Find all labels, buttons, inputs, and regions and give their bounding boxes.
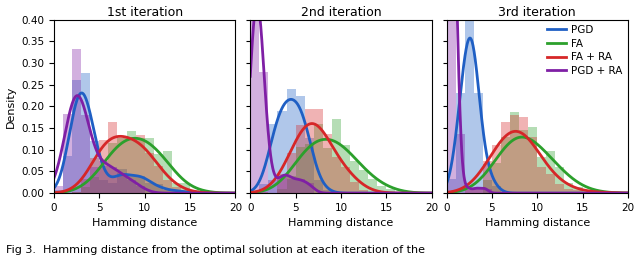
X-axis label: Hamming distance: Hamming distance (288, 218, 394, 229)
Polygon shape (54, 73, 236, 193)
Polygon shape (250, 89, 431, 193)
Title: 2nd iteration: 2nd iteration (301, 5, 381, 18)
Polygon shape (54, 131, 236, 193)
X-axis label: Hamming distance: Hamming distance (484, 218, 590, 229)
Legend: PGD, FA, FA + RA, PGD + RA: PGD, FA, FA + RA, PGD + RA (547, 25, 623, 76)
Polygon shape (54, 49, 236, 193)
X-axis label: Hamming distance: Hamming distance (92, 218, 197, 229)
Title: 3rd iteration: 3rd iteration (499, 5, 576, 18)
Polygon shape (250, 119, 431, 193)
Polygon shape (447, 115, 628, 193)
Polygon shape (447, 10, 628, 193)
Polygon shape (54, 122, 236, 193)
Y-axis label: Density: Density (6, 85, 15, 128)
Polygon shape (447, 0, 628, 193)
Polygon shape (447, 112, 628, 193)
Text: Fig 3.  Hamming distance from the optimal solution at each iteration of the: Fig 3. Hamming distance from the optimal… (6, 245, 426, 255)
Title: 1st iteration: 1st iteration (107, 5, 182, 18)
Polygon shape (250, 109, 431, 193)
Polygon shape (250, 0, 431, 193)
